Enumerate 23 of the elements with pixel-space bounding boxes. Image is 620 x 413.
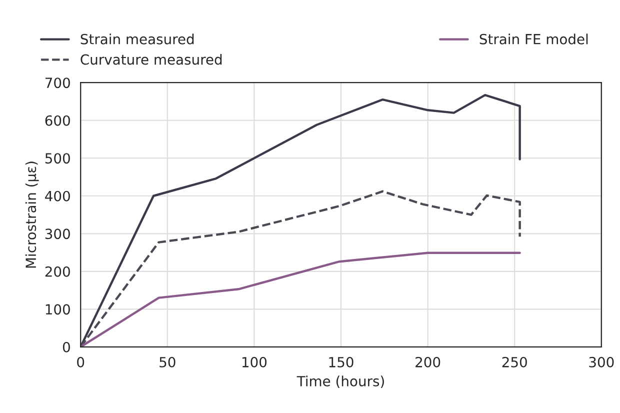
x-tick-label: 300 [589,356,614,368]
x-axis-title: Time (hours) [296,376,384,388]
x-tick-label: 50 [160,356,176,368]
y-tick-label: 400 [45,190,70,202]
x-tick-label: 150 [329,356,354,368]
y-tick-label: 600 [45,115,70,126]
line-series [80,190,521,347]
x-tick-label: 0 [77,356,84,368]
legend-label: Strain measured [80,34,194,44]
y-tick-label: 0 [62,342,70,352]
legend-label: Strain FE model [480,34,588,44]
x-tick-label: 100 [242,356,267,368]
legend-label: Curvature measured [80,54,222,65]
y-tick-label: 300 [45,228,70,240]
line-series [80,94,521,347]
y-axis-title: Microstrain (με) [25,162,39,268]
line-series [80,252,521,347]
y-tick-label: 700 [46,78,70,88]
y-tick-label: 500 [45,153,70,164]
y-tick-label: 200 [45,266,70,277]
x-tick-label: 250 [502,356,527,368]
y-tick-label: 100 [46,304,70,315]
x-tick-label: 200 [416,356,440,368]
